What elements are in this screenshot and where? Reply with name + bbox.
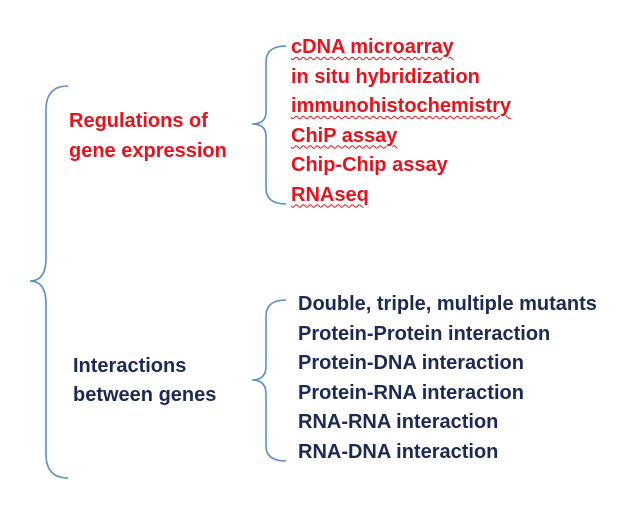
- method-item: Protein-DNA interaction: [298, 352, 524, 374]
- method-item: cDNA microarray: [291, 36, 454, 58]
- category-label-line: between genes: [73, 384, 217, 406]
- method-item: Protein-RNA interaction: [298, 381, 524, 404]
- method-item: Double, triple, multiple mutants: [298, 293, 597, 315]
- bottom-brace: [251, 299, 287, 462]
- method-list-interactions: Double, triple, multiple mutants Protein…: [298, 290, 597, 467]
- method-item: RNAseq: [291, 183, 369, 206]
- category-label-line: gene expression: [69, 140, 227, 162]
- method-list-regulations: cDNA microarray in situ hybridization im…: [291, 33, 511, 210]
- method-item: Protein-Protein interaction: [298, 322, 551, 345]
- category-label-line: Regulations of: [69, 110, 208, 132]
- method-item: ChiP assay: [291, 124, 398, 147]
- method-item: in situ hybridization: [291, 65, 480, 88]
- method-item: Chip-Chip assay: [291, 154, 448, 176]
- category-label-line: Interactions: [73, 355, 187, 377]
- method-item: RNA-RNA interaction: [298, 411, 499, 433]
- category-label-regulations: Regulations of gene expression: [69, 106, 227, 166]
- top-brace: [251, 45, 287, 205]
- method-item: immunohistochemistry: [291, 95, 512, 117]
- category-label-interactions: Interactions between genes: [73, 352, 216, 410]
- method-item: RNA-DNA interaction: [298, 440, 499, 463]
- main-brace: [29, 85, 69, 479]
